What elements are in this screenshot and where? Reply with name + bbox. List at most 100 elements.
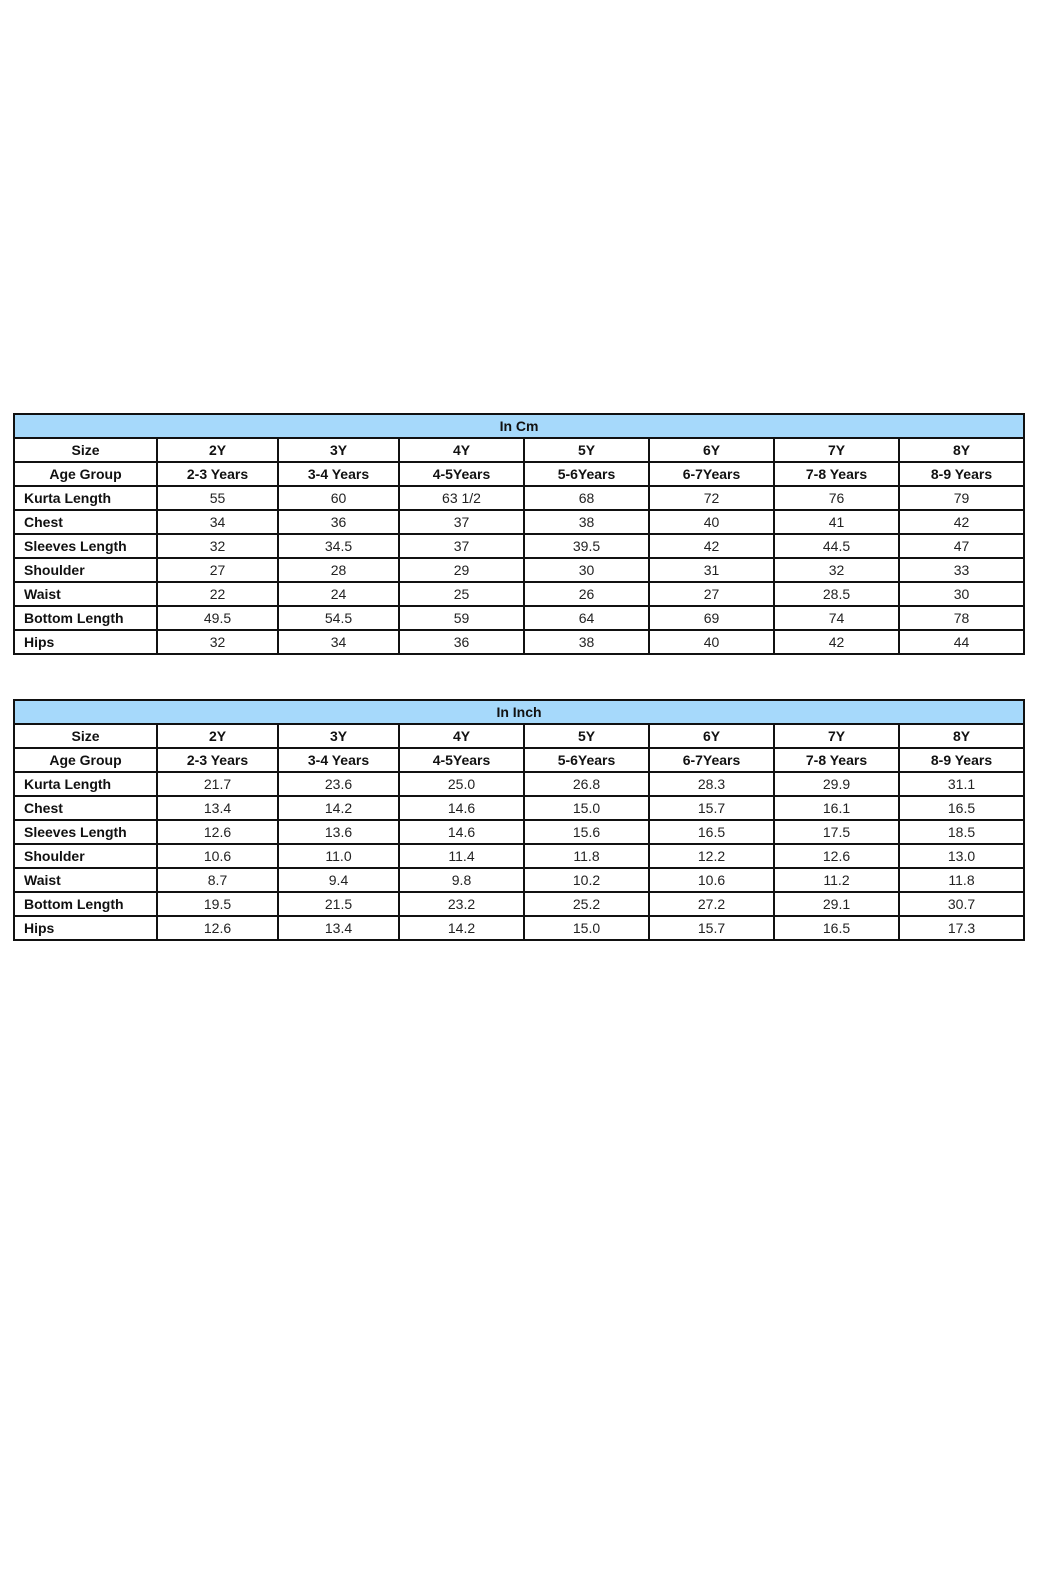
measurement-cell: 21.5 — [277, 891, 400, 917]
measurement-cell: 47 — [897, 533, 1026, 559]
measurement-cell: 13.6 — [277, 819, 400, 845]
measurement-cell: 26 — [523, 581, 650, 607]
measurement-cell: 31 — [648, 557, 775, 583]
measurement-cell: 29 — [398, 557, 525, 583]
age-group-header-cell: 5-6Years — [523, 747, 650, 773]
measurement-cell: 18.5 — [898, 819, 1025, 845]
row-label: Hips — [13, 629, 158, 655]
measurement-cell: 13.4 — [156, 795, 279, 821]
age-group-header-cell: 2-3 Years — [156, 461, 279, 487]
measurement-cell: 10.6 — [156, 843, 279, 869]
size-header-cell: 3Y — [277, 723, 400, 749]
table-row: Sleeves Length 12.6 13.6 14.6 15.6 16.5 17.5 18… — [13, 819, 1025, 845]
size-header-cell: 3Y — [277, 437, 400, 463]
table-row: Waist 8.7 9.4 9.8 10.2 10.6 11.2 11.8 — [13, 867, 1025, 893]
measurement-cell: 16.1 — [773, 795, 900, 821]
measurement-cell: 27.2 — [648, 891, 775, 917]
measurement-cell: 59 — [398, 605, 525, 631]
measurement-cell: 33 — [897, 557, 1026, 583]
size-header-cell: 2Y — [156, 723, 279, 749]
size-header-cell: 8Y — [898, 723, 1025, 749]
table-row: Shoulder 10.6 11.0 11.4 11.8 12.2 12.6 13.0 — [13, 843, 1025, 869]
measurement-cell: 15.7 — [648, 795, 775, 821]
measurement-cell: 11.0 — [277, 843, 400, 869]
size-header-cell: 2Y — [156, 437, 279, 463]
measurement-cell: 16.5 — [898, 795, 1025, 821]
measurement-cell: 28.3 — [648, 771, 775, 797]
measurement-cell: 34 — [156, 509, 279, 535]
measurement-cell: 64 — [523, 605, 650, 631]
measurement-cell: 44.5 — [773, 533, 900, 559]
measurement-cell: 14.6 — [398, 795, 525, 821]
size-table-cm: In Cm Size 2Y 3Y 4Y 5Y 6Y 7Y 8Y Age Group 2-3 Year… — [12, 413, 1026, 655]
measurement-cell: 72 — [648, 485, 775, 511]
measurement-cell: 12.6 — [773, 843, 900, 869]
measurement-cell: 25 — [398, 581, 525, 607]
row-label: Chest — [13, 795, 158, 821]
measurement-cell: 49.5 — [156, 605, 279, 631]
measurement-cell: 11.8 — [523, 843, 650, 869]
size-header-row: Size 2Y 3Y 4Y 5Y 6Y 7Y 8Y — [13, 723, 1025, 749]
measurement-cell: 16.5 — [773, 915, 900, 941]
measurement-cell: 63 1/2 — [398, 485, 525, 511]
measurement-cell: 55 — [156, 485, 279, 511]
measurement-cell: 16.5 — [648, 819, 775, 845]
age-group-label: Age Group — [13, 747, 158, 773]
measurement-cell: 31.1 — [898, 771, 1025, 797]
measurement-cell: 12.2 — [648, 843, 775, 869]
measurement-cell: 17.5 — [773, 819, 900, 845]
measurement-cell: 42 — [648, 533, 775, 559]
measurement-cell: 32 — [773, 557, 900, 583]
size-label: Size — [13, 437, 158, 463]
measurement-cell: 27 — [648, 581, 775, 607]
measurement-cell: 15.0 — [523, 795, 650, 821]
size-header-cell: 4Y — [398, 723, 525, 749]
measurement-cell: 15.0 — [523, 915, 650, 941]
measurement-cell: 17.3 — [898, 915, 1025, 941]
table-row: Waist 22 24 25 26 27 28.5 30 — [13, 581, 1026, 607]
measurement-cell: 30 — [523, 557, 650, 583]
row-label: Sleeves Length — [13, 533, 158, 559]
row-label: Kurta Length — [13, 771, 158, 797]
age-group-header-cell: 6-7Years — [648, 747, 775, 773]
measurement-cell: 25.0 — [398, 771, 525, 797]
measurement-cell: 8.7 — [156, 867, 279, 893]
measurement-cell: 32 — [156, 533, 279, 559]
measurement-cell: 44 — [897, 629, 1026, 655]
table-row: Sleeves Length 32 34.5 37 39.5 42 44.5 47 — [13, 533, 1026, 559]
row-label: Waist — [13, 867, 158, 893]
row-label: Shoulder — [13, 843, 158, 869]
measurement-cell: 36 — [277, 509, 400, 535]
age-group-header-cell: 5-6Years — [523, 461, 650, 487]
measurement-cell: 41 — [773, 509, 900, 535]
size-header-cell: 5Y — [523, 723, 650, 749]
measurement-cell: 14.2 — [398, 915, 525, 941]
measurement-cell: 13.0 — [898, 843, 1025, 869]
table-row: Bottom Length 49.5 54.5 59 64 69 74 78 — [13, 605, 1026, 631]
measurement-cell: 10.6 — [648, 867, 775, 893]
measurement-cell: 10.2 — [523, 867, 650, 893]
measurement-cell: 38 — [523, 629, 650, 655]
measurement-cell: 13.4 — [277, 915, 400, 941]
measurement-cell: 54.5 — [277, 605, 400, 631]
measurement-cell: 42 — [897, 509, 1026, 535]
size-header-cell: 4Y — [398, 437, 525, 463]
age-group-header-row: Age Group 2-3 Years 3-4 Years 4-5Years 5-6Ye… — [13, 747, 1025, 773]
age-group-header-cell: 8-9 Years — [897, 461, 1026, 487]
measurement-cell: 11.4 — [398, 843, 525, 869]
measurement-cell: 79 — [897, 485, 1026, 511]
age-group-header-cell: 7-8 Years — [773, 461, 900, 487]
row-label: Kurta Length — [13, 485, 158, 511]
table-row: Chest 34 36 37 38 40 41 42 — [13, 509, 1026, 535]
measurement-cell: 29.9 — [773, 771, 900, 797]
size-header-cell: 6Y — [648, 437, 775, 463]
measurement-cell: 25.2 — [523, 891, 650, 917]
table-row: Kurta Length 55 60 63 1/2 68 72 76 79 — [13, 485, 1026, 511]
age-group-header-cell: 3-4 Years — [277, 747, 400, 773]
measurement-cell: 19.5 — [156, 891, 279, 917]
measurement-cell: 36 — [398, 629, 525, 655]
table-row: Kurta Length 21.7 23.6 25.0 26.8 28.3 29.9 31.1 — [13, 771, 1025, 797]
row-label: Waist — [13, 581, 158, 607]
size-label: Size — [13, 723, 158, 749]
measurement-cell: 37 — [398, 509, 525, 535]
